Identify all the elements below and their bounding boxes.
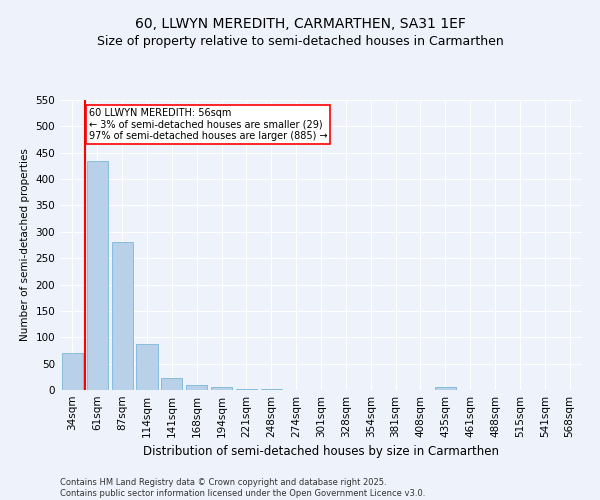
Y-axis label: Number of semi-detached properties: Number of semi-detached properties <box>20 148 30 342</box>
Bar <box>87 160 108 390</box>
Bar <box>136 344 158 390</box>
Bar <box>112 242 133 390</box>
Text: 60 LLWYN MEREDITH: 56sqm
← 3% of semi-detached houses are smaller (29)
97% of se: 60 LLWYN MEREDITH: 56sqm ← 3% of semi-de… <box>89 108 327 141</box>
Text: 60, LLWYN MEREDITH, CARMARTHEN, SA31 1EF: 60, LLWYN MEREDITH, CARMARTHEN, SA31 1EF <box>134 18 466 32</box>
Bar <box>161 378 182 390</box>
Bar <box>211 388 232 390</box>
Bar <box>62 353 83 390</box>
Text: Size of property relative to semi-detached houses in Carmarthen: Size of property relative to semi-detach… <box>97 35 503 48</box>
Bar <box>186 384 207 390</box>
X-axis label: Distribution of semi-detached houses by size in Carmarthen: Distribution of semi-detached houses by … <box>143 446 499 458</box>
Text: Contains HM Land Registry data © Crown copyright and database right 2025.
Contai: Contains HM Land Registry data © Crown c… <box>60 478 425 498</box>
Bar <box>236 389 257 390</box>
Bar <box>435 388 456 390</box>
